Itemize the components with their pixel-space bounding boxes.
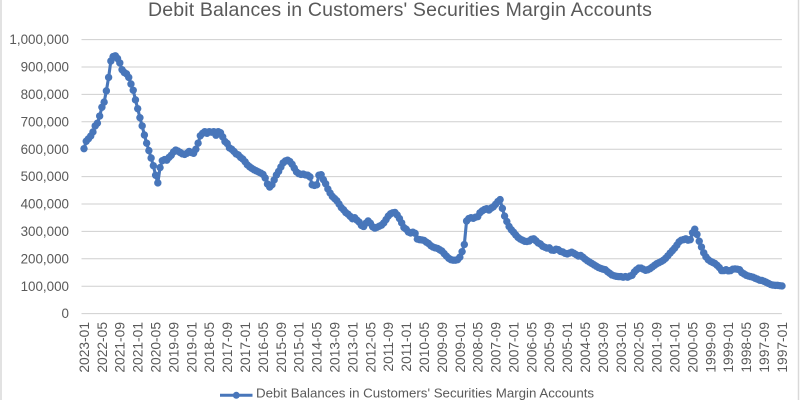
svg-text:1,000,000: 1,000,000 — [9, 32, 69, 47]
svg-text:400,000: 400,000 — [21, 197, 69, 212]
svg-text:2007-09: 2007-09 — [489, 322, 504, 373]
svg-text:2002-05: 2002-05 — [632, 322, 647, 373]
svg-text:2013-09: 2013-09 — [327, 322, 342, 373]
svg-text:700,000: 700,000 — [21, 114, 69, 129]
svg-text:600,000: 600,000 — [21, 142, 69, 157]
svg-text:2017-09: 2017-09 — [220, 322, 235, 373]
svg-text:2005-01: 2005-01 — [560, 322, 575, 373]
svg-text:2016-05: 2016-05 — [256, 322, 271, 373]
svg-text:800,000: 800,000 — [21, 87, 69, 102]
svg-text:2013-01: 2013-01 — [345, 322, 360, 373]
svg-text:2001-01: 2001-01 — [668, 322, 683, 373]
svg-text:2011-09: 2011-09 — [381, 322, 396, 372]
svg-text:2019-09: 2019-09 — [166, 322, 181, 373]
svg-text:2001-09: 2001-09 — [650, 322, 665, 373]
svg-text:1997-01: 1997-01 — [775, 322, 790, 373]
svg-text:2021-09: 2021-09 — [113, 322, 128, 373]
svg-text:2003-01: 2003-01 — [614, 322, 629, 373]
svg-text:2008-05: 2008-05 — [471, 322, 486, 373]
svg-text:2005-09: 2005-09 — [542, 322, 557, 373]
svg-text:Debit Balances in Customers' S: Debit Balances in Customers' Securities … — [256, 386, 594, 400]
svg-text:2009-01: 2009-01 — [453, 322, 468, 373]
svg-text:2023-01: 2023-01 — [77, 322, 92, 373]
svg-text:2011-01: 2011-01 — [399, 322, 414, 372]
svg-text:2021-01: 2021-01 — [131, 322, 146, 373]
svg-text:2003-09: 2003-09 — [596, 322, 611, 373]
svg-text:500,000: 500,000 — [21, 169, 69, 184]
svg-text:2022-05: 2022-05 — [95, 322, 110, 373]
svg-text:1997-09: 1997-09 — [757, 322, 772, 373]
svg-text:2017-01: 2017-01 — [238, 322, 253, 373]
svg-text:2018-05: 2018-05 — [202, 322, 217, 373]
svg-text:2020-05: 2020-05 — [148, 322, 163, 373]
svg-text:2012-05: 2012-05 — [363, 322, 378, 373]
svg-text:2007-01: 2007-01 — [506, 322, 521, 373]
svg-text:2006-05: 2006-05 — [524, 322, 539, 373]
svg-text:2014-05: 2014-05 — [310, 322, 325, 373]
svg-text:2015-09: 2015-09 — [274, 322, 289, 373]
svg-text:1999-09: 1999-09 — [703, 322, 718, 373]
svg-text:0: 0 — [62, 306, 69, 321]
svg-text:Debit Balances in Customers' S: Debit Balances in Customers' Securities … — [148, 0, 652, 21]
svg-text:2009-09: 2009-09 — [435, 322, 450, 373]
svg-text:2015-01: 2015-01 — [292, 322, 307, 373]
svg-text:2000-05: 2000-05 — [685, 322, 700, 373]
svg-text:200,000: 200,000 — [21, 251, 69, 266]
svg-text:1998-05: 1998-05 — [739, 322, 754, 373]
svg-text:2004-05: 2004-05 — [578, 322, 593, 373]
svg-text:300,000: 300,000 — [21, 224, 69, 239]
svg-text:900,000: 900,000 — [21, 60, 69, 75]
svg-text:2010-05: 2010-05 — [417, 322, 432, 373]
svg-text:2019-01: 2019-01 — [184, 322, 199, 373]
svg-text:100,000: 100,000 — [21, 279, 69, 294]
svg-text:1999-01: 1999-01 — [721, 322, 736, 373]
